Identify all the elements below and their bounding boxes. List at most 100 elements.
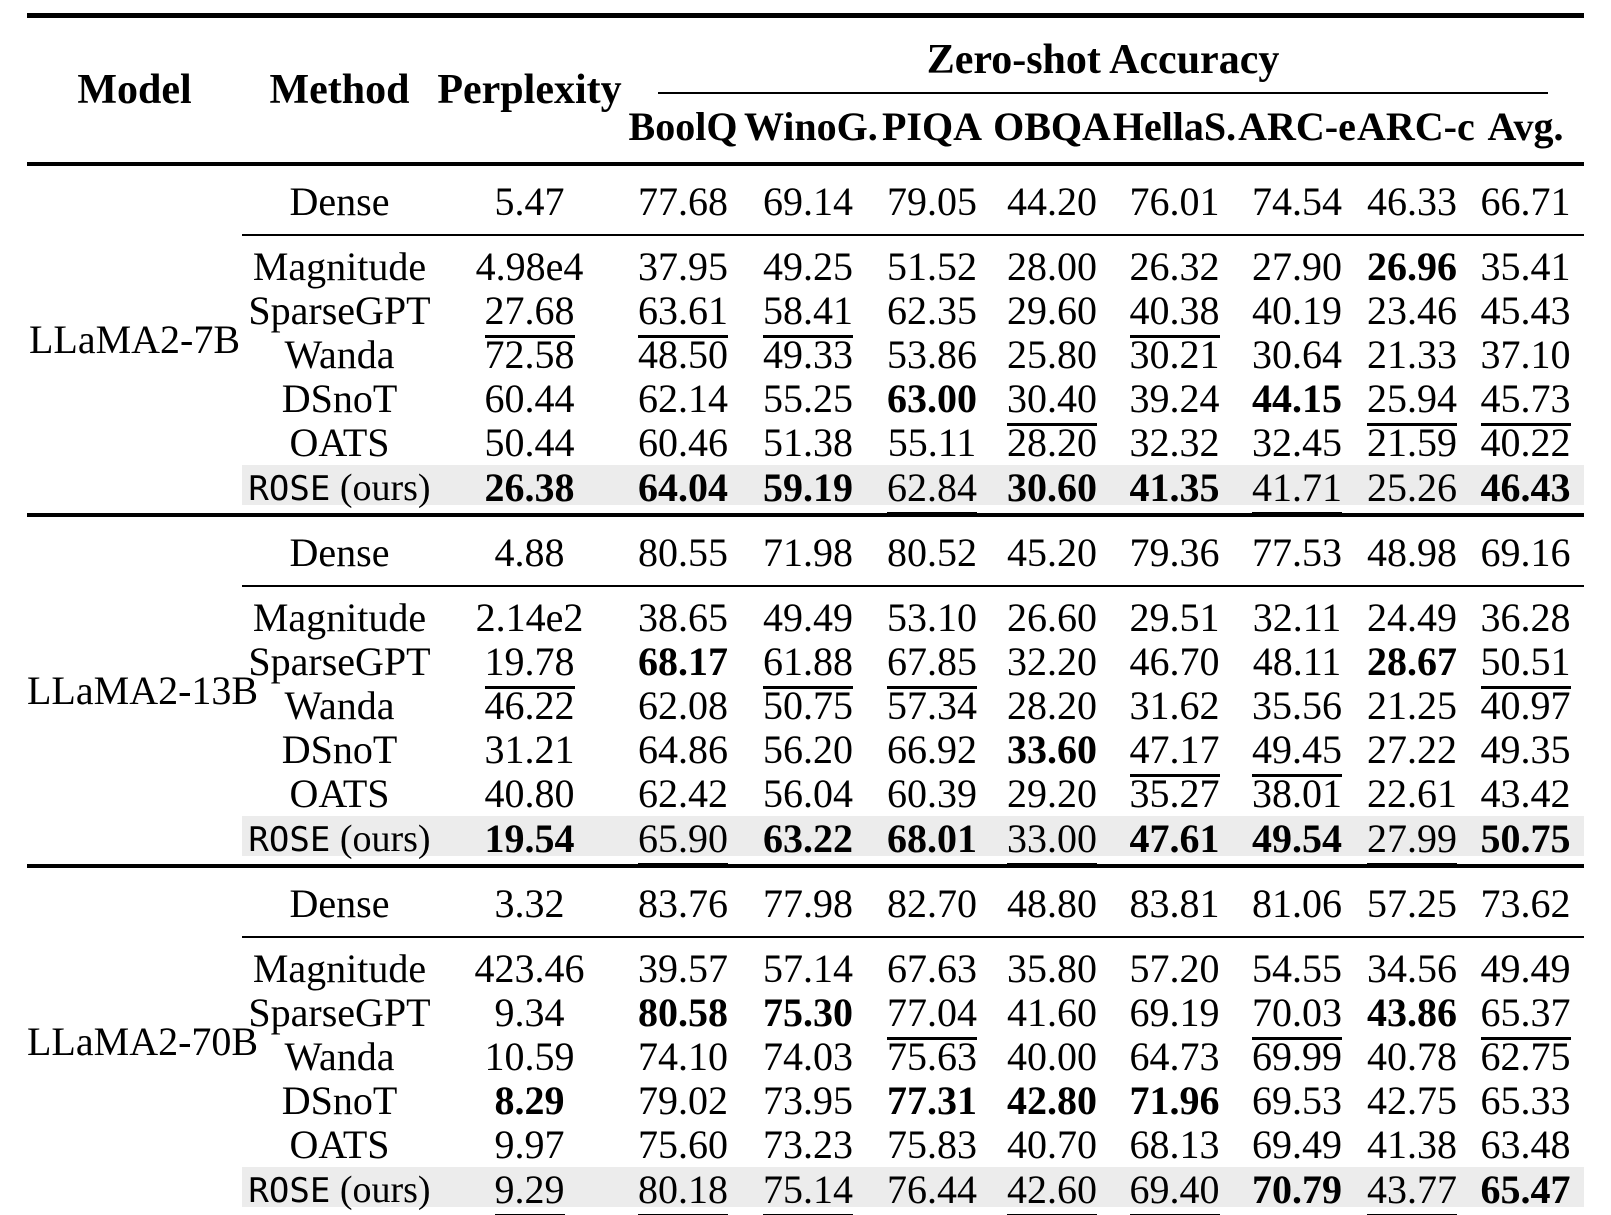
cell-boolq: 39.57: [622, 937, 744, 991]
cell-obqa: 33.00: [992, 816, 1112, 866]
value-text: 73.62: [1480, 881, 1571, 926]
row-rose: ROSE (ours) 9.29 80.18 75.14 76.44 42.60 69.40…: [27, 1167, 1585, 1215]
value-text: 37.95: [638, 244, 728, 289]
value-text: 74.54: [1252, 179, 1342, 224]
cell-piqa: 55.11: [872, 421, 992, 465]
cell-winog: 75.14: [744, 1167, 872, 1215]
cell-piqa: 75.63: [872, 1035, 992, 1079]
value-text: 48.98: [1367, 530, 1457, 575]
cell-avg: 37.10: [1467, 333, 1584, 377]
value-text: 9.97: [494, 1122, 565, 1167]
col-header-piqa: PIQA: [882, 104, 982, 149]
cell-obqa: 30.60: [992, 465, 1112, 515]
value-text: 62.42: [638, 771, 728, 816]
value-text: 28.67: [1367, 639, 1457, 684]
value-text: 26.38: [484, 465, 575, 510]
value-text: 42.75: [1367, 1078, 1457, 1123]
cell-arc-e: 32.45: [1237, 421, 1357, 465]
cell-winog: 73.23: [744, 1123, 872, 1167]
cell-arc-e: 35.56: [1237, 684, 1357, 728]
cell-winog: 73.95: [744, 1079, 872, 1123]
value-text: 63.00: [887, 376, 977, 421]
cell-avg: 49.49: [1467, 937, 1584, 991]
cell-arc-e: 38.01: [1237, 772, 1357, 816]
value-text: 69.14: [763, 179, 853, 224]
cell-hellas: 41.35: [1112, 465, 1237, 515]
cell-arc-e: 69.53: [1237, 1079, 1357, 1123]
cell-arc-c: 25.26: [1357, 465, 1467, 515]
value-text: 75.30: [763, 990, 853, 1035]
value-text: 61.88: [763, 639, 853, 689]
row-oats: OATS 9.97 75.60 73.23 75.83 40.70 68.13 69.49 41…: [27, 1123, 1584, 1167]
cell-winog: 61.88: [744, 639, 872, 689]
value-text: 49.49: [1480, 946, 1571, 991]
cell-avg: 66.71: [1467, 164, 1585, 236]
cell-arc-c: 26.96: [1357, 235, 1467, 289]
value-text: 27.68: [484, 288, 575, 338]
value-text: 45.43: [1480, 288, 1571, 333]
value-text: 40.78: [1367, 1034, 1457, 1079]
value-text: 42.60: [1007, 1167, 1097, 1215]
value-text: 75.60: [638, 1122, 728, 1167]
value-text: 24.49: [1367, 595, 1457, 640]
method-label: SparseGPT: [248, 639, 431, 684]
value-text: 28.20: [1007, 420, 1097, 465]
col-header-model: Model: [77, 67, 192, 113]
cell-obqa: 25.80: [992, 333, 1112, 377]
row-wanda: Wanda 10.59 74.10 74.03 75.63 40.00 64.73 69.99…: [27, 1035, 1584, 1079]
value-text: 55.11: [887, 420, 977, 465]
cell-piqa: 66.92: [872, 728, 992, 772]
value-text: 25.94: [1367, 376, 1457, 426]
cell-avg: 50.75: [1467, 816, 1585, 866]
cell-obqa: 29.20: [992, 772, 1112, 816]
value-text: 2.14e2: [475, 595, 584, 640]
cell-perplexity: 10.59: [437, 1035, 622, 1079]
cell-winog: 49.49: [744, 586, 872, 640]
value-text: 81.06: [1252, 881, 1342, 926]
cell-perplexity: 19.78: [437, 639, 622, 689]
value-text: 71.98: [763, 530, 853, 575]
col-header-perplexity: Perplexity: [437, 67, 622, 113]
cell-arc-e: 70.79: [1237, 1167, 1357, 1215]
model-label: LLaMA2-70B: [27, 1018, 259, 1064]
cell-arc-e: 69.99: [1237, 1035, 1357, 1079]
value-text: 77.04: [887, 990, 977, 1040]
method-label: ROSE (ours): [242, 465, 437, 515]
value-text: 80.55: [638, 530, 728, 575]
value-text: 47.17: [1129, 727, 1220, 777]
cell-obqa: 42.60: [992, 1167, 1112, 1215]
value-text: 28.20: [1007, 683, 1097, 728]
value-text: 62.75: [1480, 1034, 1571, 1079]
cell-piqa: 62.35: [872, 289, 992, 333]
value-text: 55.25: [763, 376, 853, 421]
value-text: 48.50: [638, 332, 728, 377]
value-text: 21.25: [1367, 683, 1457, 728]
cell-piqa: 67.63: [872, 937, 992, 991]
cell-boolq: 62.08: [622, 684, 744, 728]
value-text: 39.57: [638, 946, 728, 991]
value-text: 41.60: [1007, 990, 1097, 1035]
cell-arc-e: 81.06: [1237, 866, 1357, 938]
value-text: 44.15: [1252, 376, 1342, 421]
cell-winog: 71.98: [744, 515, 872, 587]
cell-perplexity: 26.38: [437, 465, 622, 515]
cell-hellas: 31.62: [1112, 684, 1237, 728]
value-text: 64.73: [1129, 1034, 1220, 1079]
row-oats: OATS 40.80 62.42 56.04 60.39 29.20 35.27 38.01 2…: [27, 772, 1584, 816]
cell-hellas: 68.13: [1112, 1123, 1237, 1167]
cell-obqa: 32.20: [992, 640, 1112, 684]
cell-piqa: 77.31: [872, 1079, 992, 1123]
value-text: 40.38: [1129, 288, 1220, 338]
col-header-method: Method: [269, 67, 410, 113]
value-text: 40.00: [1007, 1034, 1097, 1079]
row-wanda: Wanda 72.58 48.50 49.33 53.86 25.80 30.21 30.64…: [27, 333, 1584, 377]
value-text: 40.80: [484, 771, 575, 816]
value-text: 76.44: [887, 1167, 977, 1212]
value-text: 5.47: [494, 179, 565, 224]
value-text: 60.46: [638, 420, 728, 465]
value-text: 34.56: [1367, 946, 1457, 991]
cell-arc-e: 30.64: [1237, 333, 1357, 377]
cell-avg: 46.43: [1467, 465, 1585, 515]
value-text: 40.19: [1252, 288, 1342, 333]
value-text: 46.33: [1367, 179, 1457, 224]
